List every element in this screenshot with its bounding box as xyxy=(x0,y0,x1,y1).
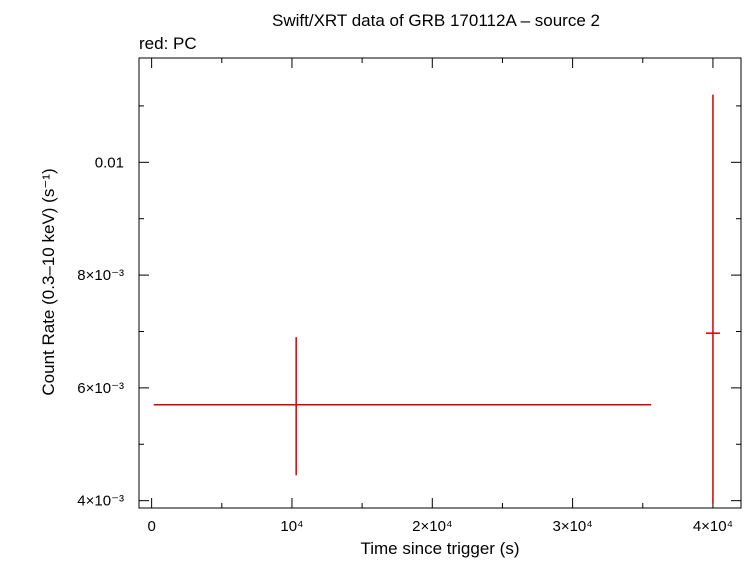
x-tick-label: 2×10⁴ xyxy=(412,518,452,535)
x-tick-label: 10⁴ xyxy=(280,518,303,535)
x-axis-ticks: 0 10⁴ 2×10⁴ 3×10⁴ 4×10⁴ xyxy=(147,58,733,535)
chart-subtitle: red: PC xyxy=(139,34,197,53)
x-axis-label: Time since trigger (s) xyxy=(360,539,519,558)
data-points xyxy=(153,94,720,504)
x-tick-label: 3×10⁴ xyxy=(552,518,592,535)
axes xyxy=(138,57,742,509)
data-point xyxy=(153,337,652,476)
chart-title: Swift/XRT data of GRB 170112A – source 2 xyxy=(272,11,600,30)
x-tick-label: 0 xyxy=(147,518,155,535)
x-tick-label: 4×10⁴ xyxy=(693,518,733,535)
data-point xyxy=(705,94,720,504)
y-axis-ticks: 4×10⁻³ 6×10⁻³ 8×10⁻³ 0.01 xyxy=(77,105,741,510)
y-axis-label: Count Rate (0.3–10 keV) (s⁻¹) xyxy=(39,168,58,395)
y-tick-label: 0.01 xyxy=(95,154,124,171)
y-tick-label: 6×10⁻³ xyxy=(77,380,124,397)
plot-frame xyxy=(138,57,742,509)
y-tick-label: 8×10⁻³ xyxy=(77,267,124,284)
y-tick-label: 4×10⁻³ xyxy=(77,493,124,510)
